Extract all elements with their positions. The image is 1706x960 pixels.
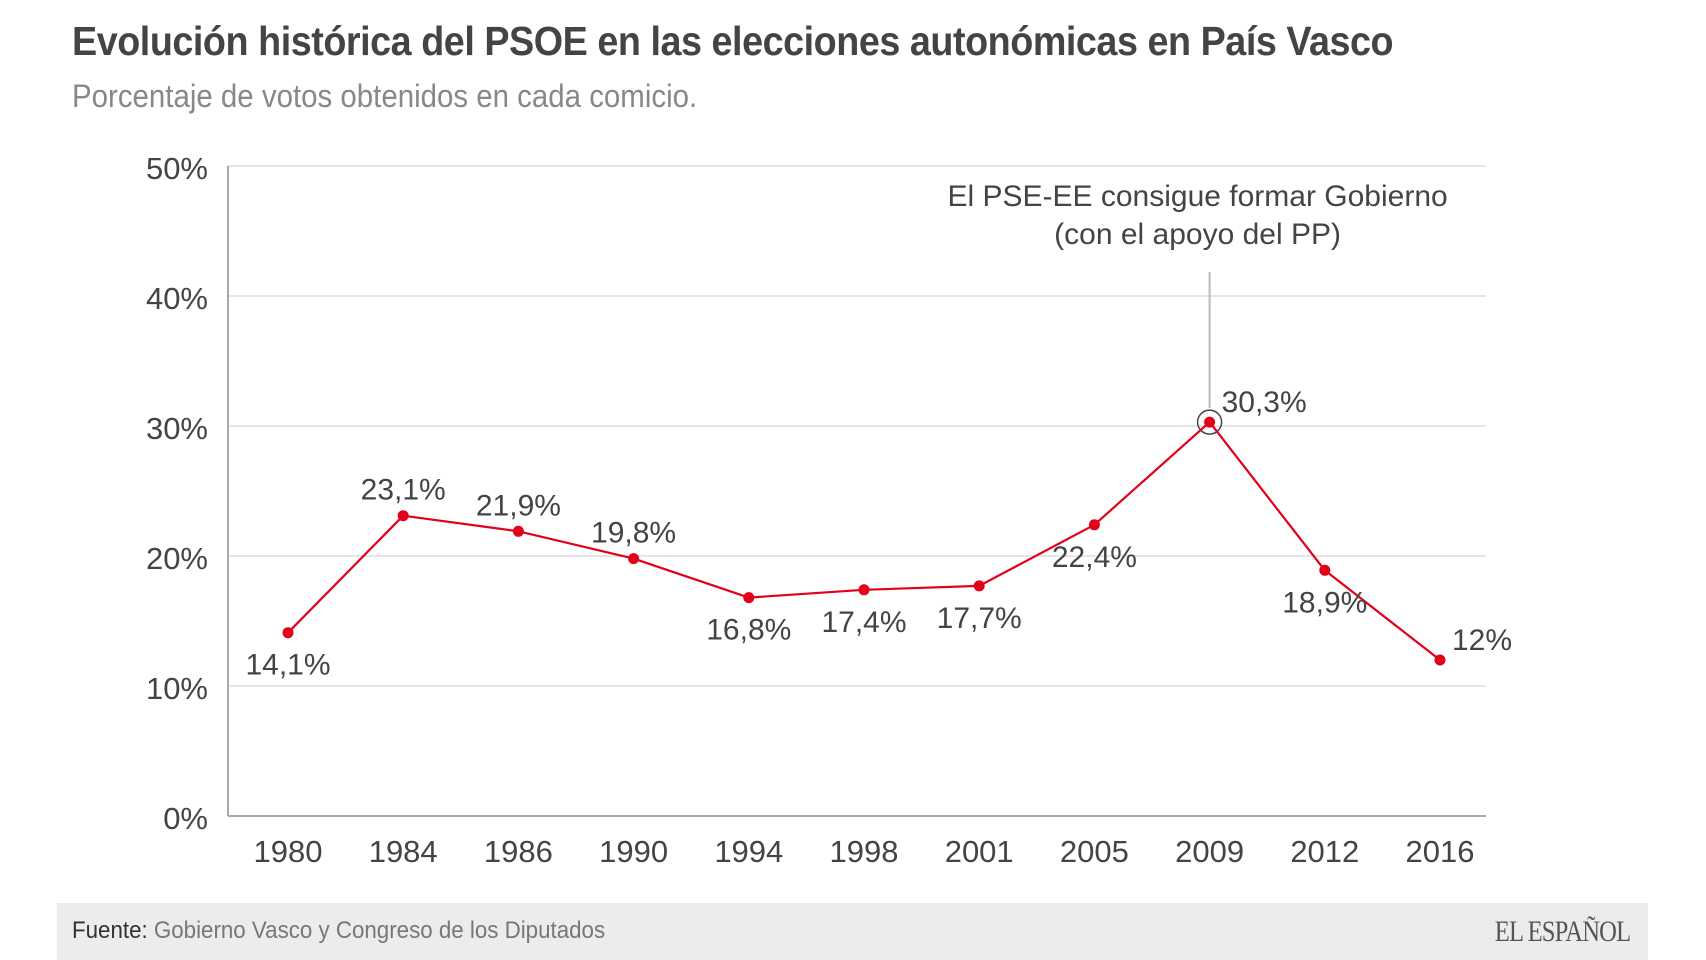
x-tick-label: 1980 bbox=[254, 834, 323, 869]
data-point bbox=[1319, 564, 1331, 576]
data-point bbox=[973, 580, 985, 592]
x-tick-label: 1998 bbox=[830, 834, 899, 869]
x-tick-label: 1986 bbox=[484, 834, 553, 869]
chart-subtitle: Porcentaje de votos obtenidos en cada co… bbox=[72, 78, 698, 114]
x-tick-label: 1984 bbox=[369, 834, 438, 869]
x-tick-label: 2016 bbox=[1406, 834, 1475, 869]
data-point bbox=[1434, 654, 1446, 666]
data-point bbox=[512, 525, 524, 537]
data-label: 14,1% bbox=[245, 649, 330, 682]
data-point bbox=[282, 627, 294, 639]
data-label: 22,4% bbox=[1052, 541, 1137, 574]
chart-title: Evolución histórica del PSOE en las elec… bbox=[72, 18, 1394, 64]
footer: Fuente: Gobierno Vasco y Congreso de los… bbox=[57, 903, 1648, 960]
data-label: 19,8% bbox=[591, 517, 676, 550]
data-label: 12% bbox=[1452, 624, 1512, 657]
x-tick-label: 2012 bbox=[1290, 834, 1359, 869]
data-label: 30,3% bbox=[1222, 386, 1307, 419]
data-label: 23,1% bbox=[361, 474, 446, 507]
data-point bbox=[1088, 519, 1100, 531]
data-point bbox=[1204, 416, 1216, 428]
line-chart: 0%10%20%30%40%50% 1980 1984 1986 1990 1994 19… bbox=[146, 151, 1512, 869]
data-label: 21,9% bbox=[476, 489, 561, 522]
y-tick-label: 10% bbox=[146, 671, 208, 706]
data-label: 17,4% bbox=[821, 606, 906, 639]
annotation-highlight-ring bbox=[1196, 409, 1223, 435]
gridlines bbox=[228, 165, 1486, 687]
annotation-text: El PSE-EE consigue formar Gobierno bbox=[947, 180, 1447, 213]
y-tick-label: 40% bbox=[146, 281, 208, 316]
y-tick-label: 0% bbox=[163, 801, 208, 836]
x-tick-label: 2001 bbox=[945, 834, 1014, 869]
data-point bbox=[628, 553, 640, 565]
y-tick-label: 30% bbox=[146, 411, 208, 446]
source-note: Fuente: Gobierno Vasco y Congreso de los… bbox=[72, 917, 605, 945]
source-text: Gobierno Vasco y Congreso de los Diputad… bbox=[153, 917, 606, 944]
x-tick-label: 1990 bbox=[599, 834, 668, 869]
x-axis-ticks: 1980 1984 1986 1990 1994 1998 2001 2005 2009 2012… bbox=[254, 834, 1475, 869]
data-point bbox=[743, 592, 755, 604]
x-tick-label: 2009 bbox=[1175, 834, 1244, 869]
annotation-text: (con el apoyo del PP) bbox=[1054, 218, 1341, 251]
annotation: El PSE-EE consigue formar Gobierno (con e… bbox=[947, 180, 1448, 435]
data-point bbox=[397, 510, 409, 522]
y-axis-ticks: 0% 10% 20% 30% 40% 50% bbox=[146, 151, 208, 836]
source-label: Fuente: bbox=[72, 917, 148, 944]
x-tick-label: 2005 bbox=[1060, 834, 1129, 869]
y-tick-label: 20% bbox=[146, 541, 208, 576]
data-label: 18,9% bbox=[1282, 586, 1367, 619]
data-labels: 14,1% 23,1% 21,9% 19,8% 16,8% 17,4% 17,7% 22,4%… bbox=[245, 386, 1512, 682]
brand-logo: EL ESPAÑOL bbox=[1494, 915, 1630, 948]
y-tick-label: 50% bbox=[146, 151, 208, 186]
data-label: 16,8% bbox=[706, 614, 791, 647]
data-label: 17,7% bbox=[937, 602, 1022, 635]
x-tick-label: 1994 bbox=[714, 834, 783, 869]
series-psoe bbox=[282, 416, 1446, 666]
data-point bbox=[858, 584, 870, 596]
